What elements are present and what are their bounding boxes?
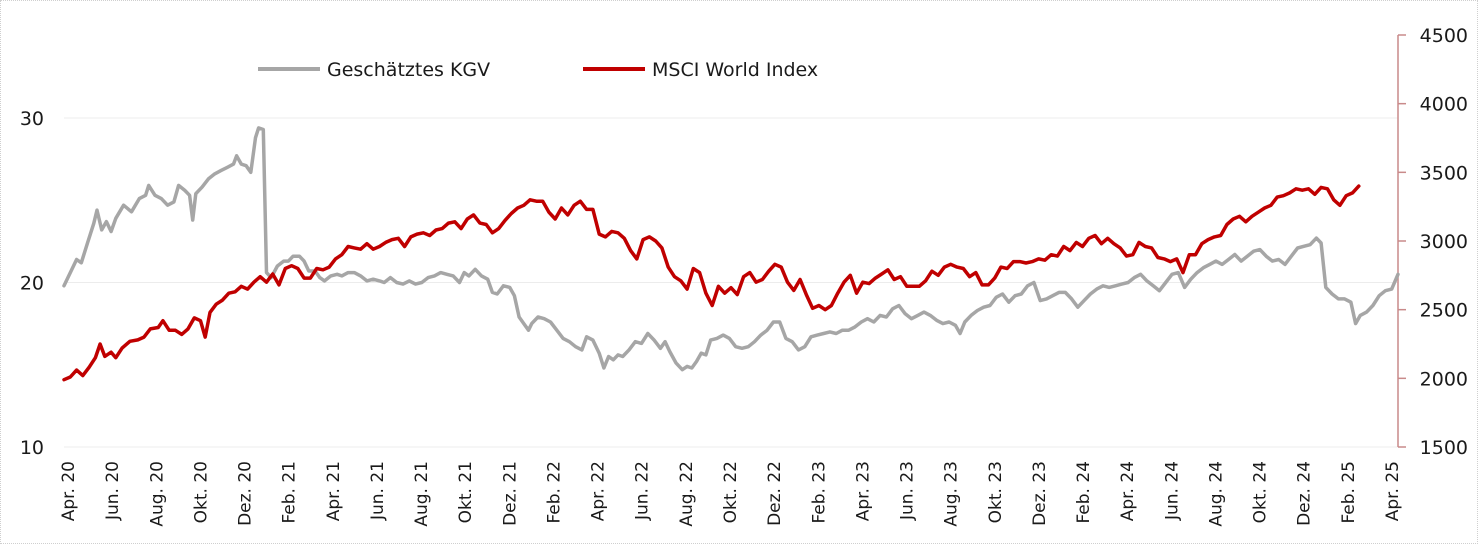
right-tick-label: 3500 — [1420, 162, 1468, 184]
x-tick-label: Okt. 23 — [986, 461, 1006, 523]
x-tick-label: Feb. 25 — [1339, 461, 1359, 524]
x-tick-label: Aug. 23 — [942, 461, 962, 527]
x-tick-label: Dez. 22 — [765, 461, 785, 526]
x-tick-label: Aug. 20 — [147, 461, 167, 527]
x-tick-label: Apr. 25 — [1383, 461, 1403, 521]
x-tick-label: Dez. 23 — [1030, 461, 1050, 526]
left-tick-label: 10 — [20, 437, 44, 459]
x-tick-label: Jun. 20 — [103, 461, 123, 521]
x-tick-label: Apr. 20 — [59, 461, 79, 521]
series-line-kgv — [62, 126, 1400, 372]
x-tick-label: Jun. 24 — [1162, 461, 1182, 521]
left-tick-label: 20 — [20, 273, 44, 295]
x-tick-label: Okt. 21 — [456, 461, 476, 523]
right-y-axis: 1500 2000 2500 3000 3500 4000 4500 — [1397, 25, 1468, 459]
legend: Geschätztes KGV MSCI World Index — [258, 59, 818, 81]
x-tick-label: Dez. 24 — [1295, 461, 1315, 526]
x-tick-label: Aug. 21 — [412, 461, 432, 527]
grid — [64, 117, 1398, 448]
legend-label-msci: MSCI World Index — [652, 59, 818, 81]
x-tick-label: Feb. 24 — [1074, 461, 1094, 524]
right-tick-label: 4500 — [1420, 25, 1468, 47]
x-tick-label: Jun. 22 — [633, 461, 653, 521]
series-line-msci — [62, 184, 1361, 382]
left-tick-label: 30 — [20, 108, 44, 130]
x-tick-label: Dez. 20 — [236, 461, 256, 526]
x-tick-label: Feb. 23 — [809, 461, 829, 524]
x-axis: Apr. 20 Jun. 20 Aug. 20 Okt. 20 Dez. 20 Feb. … — [59, 461, 1403, 527]
x-tick-label: Okt. 24 — [1251, 461, 1271, 523]
x-tick-label: Apr. 23 — [853, 461, 873, 521]
right-tick-label: 2500 — [1420, 300, 1468, 322]
x-tick-label: Dez. 21 — [500, 461, 520, 526]
x-tick-label: Apr. 21 — [324, 461, 344, 521]
series-lines — [62, 126, 1400, 382]
legend-label-kgv: Geschätztes KGV — [327, 59, 490, 81]
right-tick-label: 1500 — [1420, 437, 1468, 459]
x-tick-label: Feb. 22 — [544, 461, 564, 524]
x-tick-label: Jun. 21 — [368, 461, 388, 521]
right-tick-label: 3000 — [1420, 231, 1468, 253]
x-tick-label: Apr. 24 — [1118, 461, 1138, 521]
x-tick-label: Okt. 22 — [721, 461, 741, 523]
x-tick-label: Aug. 22 — [677, 461, 697, 527]
x-tick-label: Jun. 23 — [898, 461, 918, 521]
left-y-axis: 10 20 30 — [20, 108, 44, 459]
x-tick-label: Aug. 24 — [1206, 461, 1226, 527]
right-tick-label: 2000 — [1420, 368, 1468, 390]
x-tick-label: Apr. 22 — [589, 461, 609, 521]
x-tick-label: Feb. 21 — [280, 461, 300, 524]
right-tick-label: 4000 — [1420, 94, 1468, 116]
x-tick-label: Okt. 20 — [191, 461, 211, 523]
